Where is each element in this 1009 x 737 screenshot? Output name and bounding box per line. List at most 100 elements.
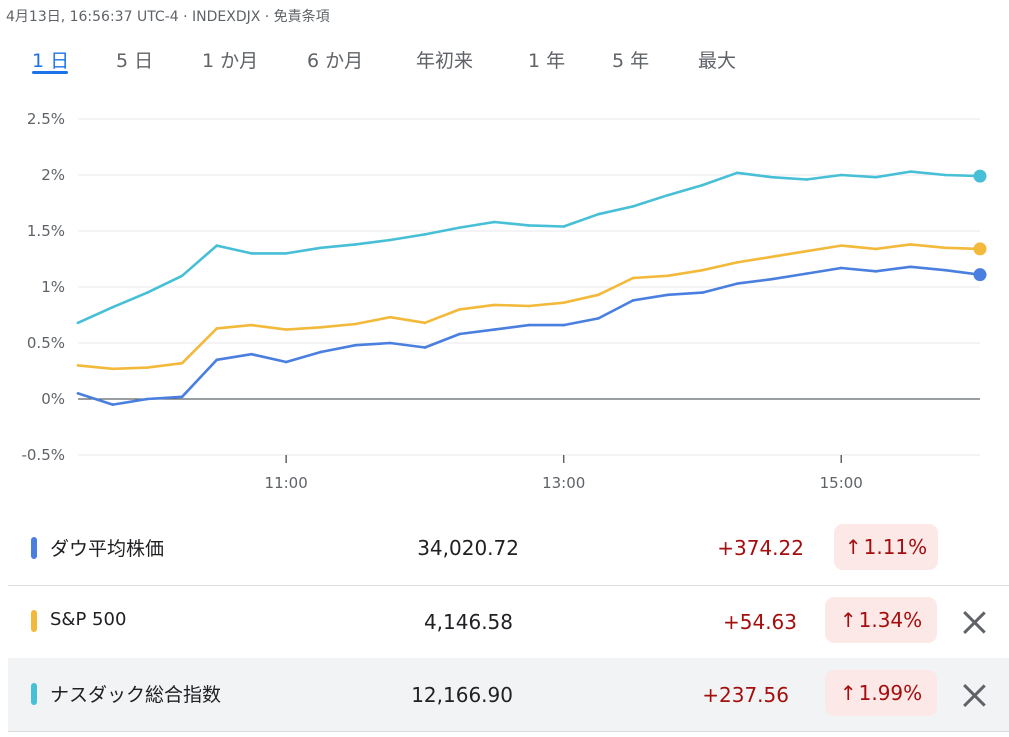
y-tick-label: 2% [41,166,65,184]
data-point [735,282,739,285]
percent-badge: ↑ 1.99% [825,670,937,716]
row-change: +374.22 [717,536,804,560]
x-tick-label: 15:00 [820,474,863,492]
data-point [527,323,531,327]
data-point [562,323,565,327]
data-point [354,243,357,246]
data-point [250,252,253,255]
data-point [874,175,878,179]
data-point [76,392,80,395]
data-point [388,315,392,319]
header-meta: 4月13日, 16:56:37 UTC-4 · INDEXDJX · 免責条項 [6,9,330,25]
data-point [215,358,219,362]
tab-1m[interactable]: 1 か月 [202,50,259,72]
data-point [493,328,496,331]
data-point [839,173,843,177]
row-nasdaq[interactable]: ナスダック総合指数 12,166.90 +237.56 ↑ 1.99% [8,658,1009,732]
data-point [180,395,184,399]
data-point [770,255,774,259]
data-point [76,364,80,367]
y-tick-label: -0.5% [21,446,65,464]
tab-5y[interactable]: 5 年 [612,50,650,72]
remove-nasdaq-close-icon[interactable] [961,682,987,708]
data-point [735,171,739,175]
row-change: +237.56 [702,683,789,707]
data-point [388,238,392,242]
y-tick-label: 1% [41,278,65,296]
data-point [146,291,149,294]
row-price: 12,166.90 [411,683,513,707]
tab-1d[interactable]: 1 日 [32,50,70,72]
data-point [354,322,357,326]
data-point [250,323,253,327]
active-tab-underline [32,71,68,74]
data-point [354,343,357,347]
row-price: 34,020.72 [417,536,519,560]
data-point [423,346,427,349]
percent-value: 1.99% [858,681,923,705]
percent-value: 1.34% [858,608,923,632]
row-name: S&P 500 [50,609,127,630]
series-end-marker [973,242,987,256]
series-end-marker [973,268,987,282]
data-point [597,293,600,297]
tab-5d[interactable]: 5 日 [116,50,154,72]
data-point [666,293,670,297]
percent-badge: ↑ 1.11% [834,524,938,570]
data-point [874,270,878,273]
up-arrow-icon: ↑ [839,681,857,705]
data-point [909,170,912,173]
data-point [111,403,114,406]
comparison-chart: 2.5% 2% 1.5% 1% 0.5% 0% -0.5% 11:00 13:00 15:00 [21,110,987,492]
data-point [805,272,808,275]
tab-6m[interactable]: 6 か月 [307,50,364,72]
data-point [666,193,670,197]
y-tick-label: 0.5% [27,334,65,352]
remove-sp500-close-icon[interactable] [961,609,987,635]
data-point [631,276,635,280]
data-point [562,301,565,304]
row-sp500[interactable]: S&P 500 4,146.58 +54.63 ↑ 1.34% [8,585,1009,659]
data-point [527,304,531,308]
data-point [527,224,531,227]
data-point [805,178,808,181]
data-point [250,352,253,356]
data-point [839,244,843,247]
up-arrow-icon: ↑ [839,608,857,632]
data-point [493,220,496,224]
tab-1y[interactable]: 1 年 [528,50,566,72]
tab-ytd[interactable]: 年初来 [416,50,474,72]
data-point [215,244,219,247]
data-point [284,328,288,331]
data-point [839,266,843,270]
data-point [944,173,947,177]
data-point [319,326,323,329]
data-point [944,268,947,272]
row-price: 4,146.58 [423,610,513,634]
row-change: +54.63 [722,610,797,634]
data-point [423,321,427,325]
row-dow[interactable]: ダウ平均株価 34,020.72 +374.22 ↑ 1.11% [8,512,1009,586]
nasdaq-color-bar [31,683,37,705]
range-tabs: 1 日 5 日 1 か月 6 か月 年初来 1 年 5 年 最大 [0,40,1009,80]
data-point [597,317,600,320]
data-point [631,205,635,208]
data-point [631,299,635,302]
data-point [597,212,600,216]
data-point [909,265,912,269]
x-tick-label: 11:00 [265,474,308,492]
data-point [562,225,565,228]
data-point [284,360,288,364]
data-point [284,252,288,255]
data-point [666,274,670,278]
data-point [146,366,149,369]
y-tick-label: 2.5% [27,110,65,128]
series-end-marker [973,169,987,183]
dow-color-bar [31,537,37,559]
axis-layer: 2.5% 2% 1.5% 1% 0.5% 0% -0.5% 11:00 13:00 15:00 [21,110,862,492]
data-point [770,175,774,179]
data-point [874,247,878,251]
sp500-color-bar [31,610,37,632]
tab-max[interactable]: 最大 [698,50,737,72]
data-point [458,332,461,336]
